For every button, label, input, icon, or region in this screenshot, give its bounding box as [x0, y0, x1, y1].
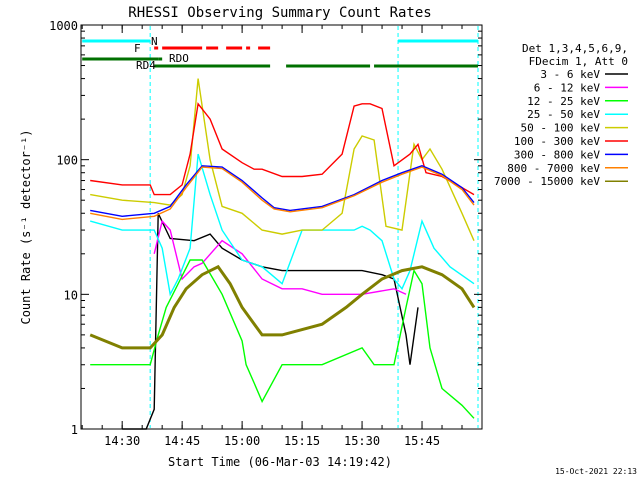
x-tick-label: 15:00: [224, 434, 260, 448]
legend-header-line: Det 1,3,4,5,6,9,: [522, 42, 628, 55]
series-line-25-50kev: [90, 153, 475, 297]
series-line-300-800kev: [90, 165, 475, 218]
legend-entry-label: 50 - 100 keV: [521, 122, 601, 135]
y-axis-label: Count Rate (s⁻¹ detector⁻¹): [19, 129, 33, 324]
axis-layer: 14:30 14:45 15:00 15:15 15:30 15:45 1 10 100 1000: [49, 19, 483, 448]
legend-entry-label: 6 - 12 keV: [534, 81, 601, 94]
legend: Det 1,3,4,5,6,9,FDecim 1, Att 03 - 6 keV…: [494, 42, 628, 188]
series-layer: [89, 78, 476, 430]
rdo-flag-label: RDO: [169, 52, 189, 65]
x-tick-label: 14:30: [104, 434, 140, 448]
flare-flag-label: F: [134, 42, 141, 55]
series-line-800-7000kev: [90, 166, 475, 221]
legend-entry-label: 100 - 300 keV: [514, 135, 600, 148]
x-axis-label: Start Time (06-Mar-03 14:19:42): [168, 455, 392, 469]
chart-title: RHESSI Observing Summary Count Rates: [128, 5, 431, 21]
x-tick-label: 15:30: [344, 434, 380, 448]
legend-header-line: FDecim 1, Att 0: [529, 55, 628, 68]
legend-entry-label: 800 - 7000 keV: [507, 162, 600, 175]
rd4-flag-label: RD4: [136, 59, 156, 72]
series-line-50-100kev: [90, 78, 475, 241]
y-tick-label: 10: [64, 288, 78, 302]
plot-frame: [80, 24, 483, 430]
legend-entry-label: 7000 - 15000 keV: [494, 175, 600, 188]
series-line-100-300kev: [90, 102, 475, 196]
legend-entry-label: 3 - 6 keV: [540, 68, 600, 81]
x-tick-label: 14:45: [164, 434, 200, 448]
series-line-7000-15000kev: [89, 264, 476, 350]
observing-flags: NF RDO RD4: [82, 26, 479, 428]
y-tick-label: 1000: [49, 19, 78, 33]
series-line-12-25kev: [90, 259, 475, 419]
night-flag-label: N: [151, 35, 158, 48]
x-tick-label: 15:15: [284, 434, 320, 448]
legend-entry-label: 12 - 25 keV: [527, 95, 600, 108]
legend-entry-label: 25 - 50 keV: [527, 108, 600, 121]
series-line-6-12kev: [153, 219, 407, 295]
y-tick-label: 100: [56, 154, 78, 168]
legend-entry-label: 300 - 800 keV: [514, 148, 600, 161]
y-tick-label: 1: [71, 423, 78, 437]
x-tick-label: 15:45: [404, 434, 440, 448]
timestamp: 15-Oct-2021 22:13: [555, 467, 637, 476]
